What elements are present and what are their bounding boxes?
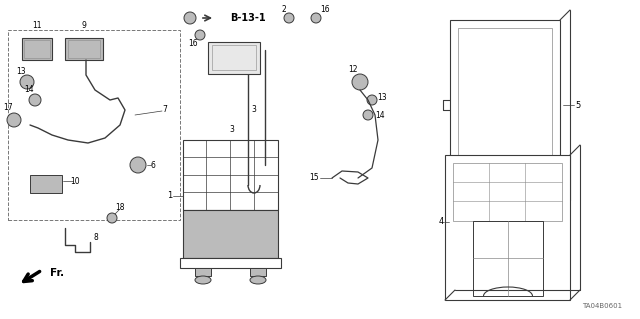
Text: 3: 3 <box>252 106 257 115</box>
Text: 5: 5 <box>575 100 580 109</box>
Bar <box>8 30 180 220</box>
Text: 14: 14 <box>24 85 34 93</box>
Text: 3: 3 <box>230 125 234 135</box>
Bar <box>450 20 560 190</box>
Circle shape <box>284 13 294 23</box>
Bar <box>212 45 256 70</box>
Text: 13: 13 <box>377 93 387 102</box>
Bar <box>195 268 211 276</box>
Text: 13: 13 <box>16 66 26 76</box>
Text: 1: 1 <box>168 190 173 199</box>
Circle shape <box>352 74 368 90</box>
Circle shape <box>20 75 34 89</box>
Text: 17: 17 <box>3 103 13 113</box>
Bar <box>65 38 103 60</box>
Text: 4: 4 <box>438 218 444 226</box>
Text: 11: 11 <box>32 21 42 31</box>
Text: 14: 14 <box>375 110 385 120</box>
Circle shape <box>107 213 117 223</box>
Circle shape <box>367 95 377 105</box>
Text: 2: 2 <box>282 5 286 14</box>
Bar <box>24 40 50 58</box>
Circle shape <box>311 13 321 23</box>
Text: 9: 9 <box>81 21 86 31</box>
Text: 7: 7 <box>163 106 168 115</box>
Text: 10: 10 <box>70 176 80 186</box>
Ellipse shape <box>195 276 211 284</box>
Circle shape <box>130 157 146 173</box>
Text: Fr.: Fr. <box>50 268 64 278</box>
Text: 8: 8 <box>93 234 99 242</box>
Text: 16: 16 <box>320 5 330 14</box>
Circle shape <box>184 12 196 24</box>
Bar <box>68 40 100 58</box>
Circle shape <box>363 110 373 120</box>
Bar <box>208 42 260 74</box>
Bar <box>180 258 281 268</box>
Circle shape <box>195 30 205 40</box>
Bar <box>183 140 278 210</box>
Ellipse shape <box>250 276 266 284</box>
Bar <box>22 38 52 60</box>
Text: B-13-1: B-13-1 <box>230 13 266 23</box>
Text: 6: 6 <box>150 160 156 169</box>
Circle shape <box>7 113 21 127</box>
Bar <box>250 268 266 276</box>
Text: 16: 16 <box>188 39 198 48</box>
Text: 12: 12 <box>348 65 358 75</box>
Bar <box>30 175 62 193</box>
Bar <box>453 163 562 221</box>
Circle shape <box>29 94 41 106</box>
Text: 15: 15 <box>309 174 319 182</box>
Bar <box>183 210 278 258</box>
Bar <box>445 155 570 300</box>
Text: 18: 18 <box>115 204 125 212</box>
Bar <box>458 28 552 182</box>
Bar <box>473 221 543 296</box>
Text: TA04B0601: TA04B0601 <box>582 303 622 309</box>
